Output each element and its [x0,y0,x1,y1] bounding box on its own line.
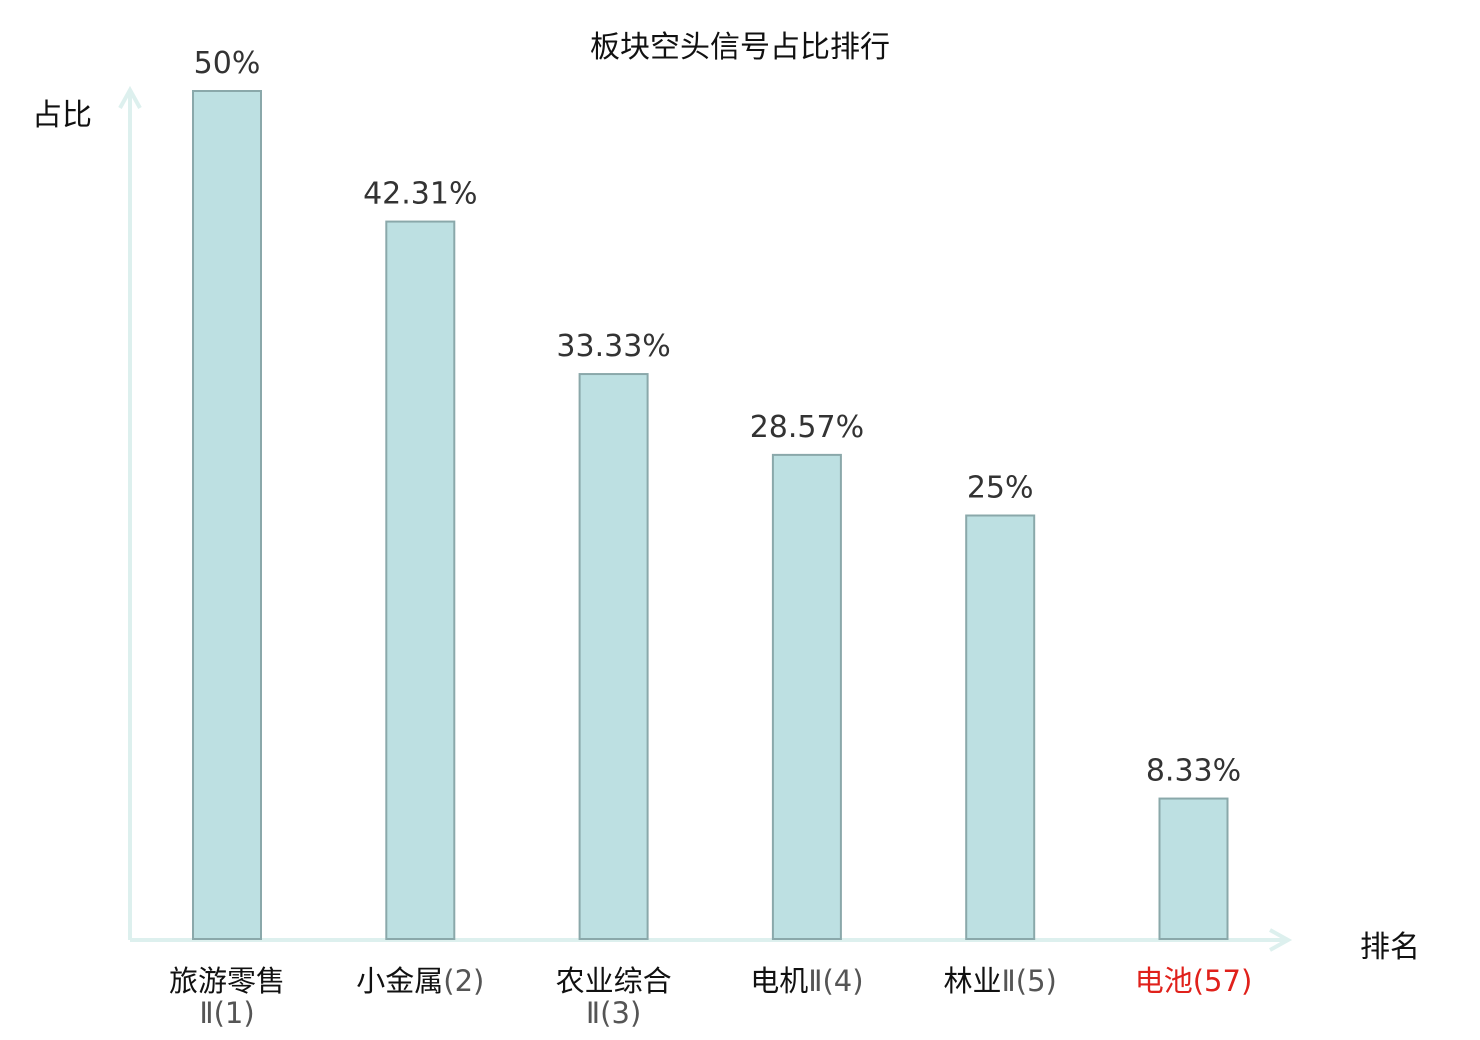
category-rank: (57) [1192,964,1253,998]
x-axis-arrow [1269,928,1293,952]
bar [965,514,1036,940]
category-name: 电机 [750,964,809,998]
data-label: 8.33% [1146,754,1241,789]
category-name: 林业 [943,964,1002,998]
category-rank: Ⅱ(3) [585,996,642,1030]
category-name: 电池 [1134,964,1193,998]
category-name: 农业综合 [555,964,672,998]
x-tick-label: 旅游零售 Ⅱ(1) [127,965,327,1029]
category-name: 小金属 [356,964,444,998]
bar [771,453,842,940]
bar [385,220,456,941]
y-axis-label: 占比 [32,98,92,133]
x-tick-label: 农业综合 Ⅱ(3) [514,965,714,1029]
x-tick-label: 林业Ⅱ(5) [900,965,1100,997]
data-label: 42.31% [363,177,477,212]
x-tick-label: 小金属(2) [320,965,520,997]
data-label: 33.33% [556,329,670,364]
data-label: 25% [967,471,1034,506]
data-label: 50% [194,46,261,81]
bar [578,373,649,941]
category-rank: Ⅱ(4) [808,964,864,998]
x-tick-label: 电池(57) [1094,965,1294,997]
category-name: 旅游零售 [168,964,285,998]
x-tick-label: 电机Ⅱ(4) [707,965,907,997]
bar [1158,797,1229,940]
category-rank: (2) [443,964,485,998]
chart-title: 板块空头信号占比排行 [590,30,890,65]
y-axis-arrow [118,85,142,109]
bar [192,90,262,940]
category-rank: Ⅱ(5) [1001,964,1057,998]
x-axis-label: 排名 [1360,930,1420,965]
category-rank: Ⅱ(1) [199,996,255,1030]
data-label: 28.57% [750,410,864,445]
